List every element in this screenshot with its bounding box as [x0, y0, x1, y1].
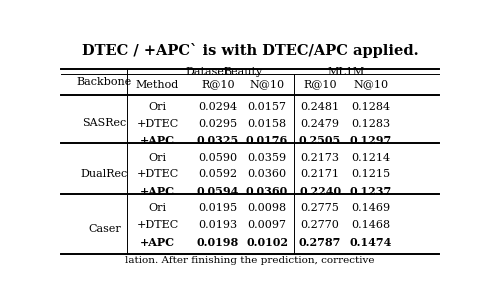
Text: R@10: R@10 [303, 80, 337, 89]
Text: lation. After finishing the prediction, corrective: lation. After finishing the prediction, … [125, 256, 375, 265]
Text: 0.0158: 0.0158 [247, 119, 286, 129]
Text: 0.0195: 0.0195 [199, 203, 238, 213]
Text: 0.2787: 0.2787 [299, 237, 341, 248]
Text: 0.0325: 0.0325 [197, 135, 239, 146]
Text: +DTEC: +DTEC [136, 169, 179, 179]
Text: Ori: Ori [148, 153, 166, 163]
Text: DualRec: DualRec [81, 169, 128, 179]
Text: 0.2240: 0.2240 [299, 186, 341, 197]
Text: 0.2171: 0.2171 [301, 169, 340, 179]
Text: 0.0295: 0.0295 [199, 119, 238, 129]
Text: R@10: R@10 [201, 80, 235, 89]
Text: 0.1237: 0.1237 [350, 186, 392, 197]
Text: 0.0590: 0.0590 [199, 153, 238, 163]
Text: Backbone: Backbone [77, 77, 132, 87]
Text: 0.0193: 0.0193 [199, 220, 238, 230]
Text: 0.1214: 0.1214 [351, 153, 391, 163]
Text: Caser: Caser [88, 224, 121, 235]
Text: 0.2481: 0.2481 [301, 102, 340, 112]
Text: 0.1284: 0.1284 [351, 102, 391, 112]
Text: Ori: Ori [148, 203, 166, 213]
Text: +DTEC: +DTEC [136, 119, 179, 129]
Text: Method: Method [136, 80, 179, 89]
Text: +APC: +APC [140, 237, 175, 248]
Text: 0.0592: 0.0592 [199, 169, 238, 179]
Text: +APC: +APC [140, 186, 175, 197]
Text: 0.2173: 0.2173 [301, 153, 340, 163]
Text: 0.1283: 0.1283 [351, 119, 391, 129]
Text: +APC: +APC [140, 135, 175, 146]
Text: +DTEC: +DTEC [136, 220, 179, 230]
Text: N@10: N@10 [249, 80, 285, 89]
Text: Dataset: Dataset [185, 67, 228, 77]
Text: Ori: Ori [148, 102, 166, 112]
Text: 0.0198: 0.0198 [197, 237, 239, 248]
Text: 0.0097: 0.0097 [247, 220, 286, 230]
Text: 0.0102: 0.0102 [246, 237, 288, 248]
Text: 0.0594: 0.0594 [197, 186, 239, 197]
Text: N@10: N@10 [354, 80, 388, 89]
Text: 0.1468: 0.1468 [351, 220, 391, 230]
Text: 0.1474: 0.1474 [350, 237, 392, 248]
Text: 0.1469: 0.1469 [351, 203, 391, 213]
Text: 0.2479: 0.2479 [301, 119, 340, 129]
Text: 0.2775: 0.2775 [301, 203, 340, 213]
Text: 0.0360: 0.0360 [247, 169, 286, 179]
Text: Beauty: Beauty [223, 67, 262, 77]
Text: 0.0360: 0.0360 [246, 186, 288, 197]
Text: 0.0294: 0.0294 [199, 102, 238, 112]
Text: 0.0098: 0.0098 [247, 203, 286, 213]
Text: 0.0176: 0.0176 [246, 135, 288, 146]
Text: 0.1297: 0.1297 [350, 135, 392, 146]
Text: 0.0359: 0.0359 [247, 153, 286, 163]
Text: SASRec: SASRec [82, 118, 126, 128]
Text: 0.1215: 0.1215 [351, 169, 391, 179]
Text: ML1M: ML1M [327, 67, 364, 77]
Text: 0.2770: 0.2770 [301, 220, 340, 230]
Text: DTEC / +APC` is with DTEC/APC applied.: DTEC / +APC` is with DTEC/APC applied. [82, 43, 418, 58]
Text: 0.0157: 0.0157 [247, 102, 286, 112]
Text: 0.2505: 0.2505 [299, 135, 341, 146]
